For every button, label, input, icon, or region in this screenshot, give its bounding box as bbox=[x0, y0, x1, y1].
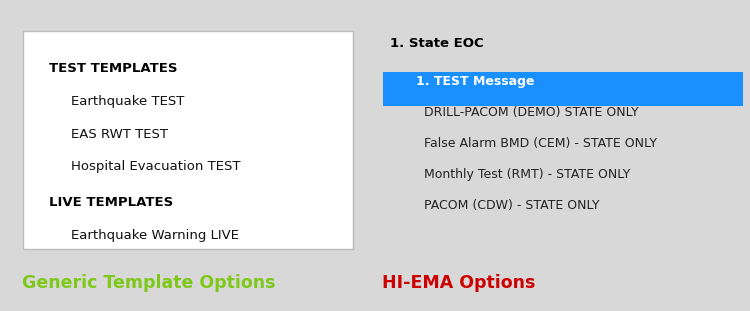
Text: Earthquake Warning LIVE: Earthquake Warning LIVE bbox=[71, 229, 239, 242]
FancyBboxPatch shape bbox=[22, 31, 352, 249]
Text: 1. TEST Message: 1. TEST Message bbox=[416, 75, 535, 88]
Text: PACOM (CDW) - STATE ONLY: PACOM (CDW) - STATE ONLY bbox=[424, 199, 599, 212]
Text: False Alarm BMD (CEM) - STATE ONLY: False Alarm BMD (CEM) - STATE ONLY bbox=[424, 137, 657, 150]
Text: Monthly Test (RMT) - STATE ONLY: Monthly Test (RMT) - STATE ONLY bbox=[424, 168, 630, 181]
Text: Hospital Evacuation TEST: Hospital Evacuation TEST bbox=[71, 160, 241, 173]
Text: Generic Template Options: Generic Template Options bbox=[22, 274, 276, 292]
Text: TEST TEMPLATES: TEST TEMPLATES bbox=[49, 62, 177, 75]
Text: 1. State EOC: 1. State EOC bbox=[390, 37, 484, 50]
Text: DRILL-PACOM (DEMO) STATE ONLY: DRILL-PACOM (DEMO) STATE ONLY bbox=[424, 106, 638, 119]
Text: LIVE TEMPLATES: LIVE TEMPLATES bbox=[49, 196, 173, 209]
Text: HI-EMA Options: HI-EMA Options bbox=[382, 274, 536, 292]
Text: Earthquake TEST: Earthquake TEST bbox=[71, 95, 184, 108]
FancyBboxPatch shape bbox=[382, 72, 742, 106]
Text: EAS RWT TEST: EAS RWT TEST bbox=[71, 128, 168, 141]
